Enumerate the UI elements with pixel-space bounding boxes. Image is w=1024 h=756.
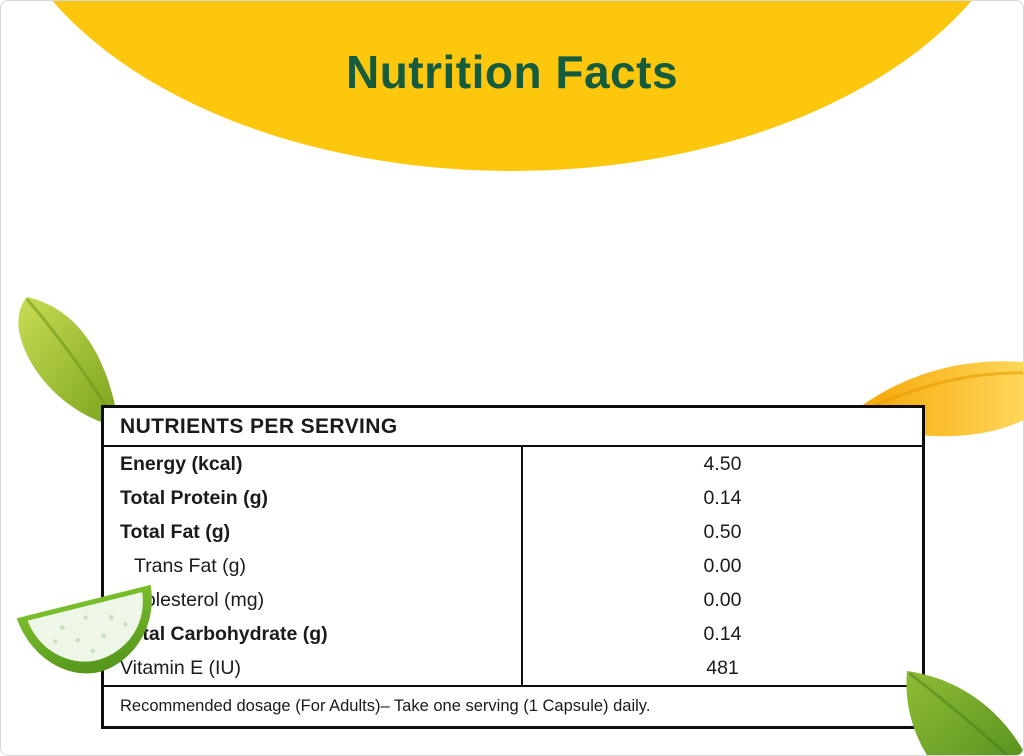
nutrient-row: Energy (kcal) 4.50 <box>104 447 922 481</box>
nutrient-value: 0.00 <box>521 549 922 583</box>
nutrient-row: Trans Fat (g) 0.00 <box>104 549 922 583</box>
nutrient-label: Total Protein (g) <box>120 487 269 509</box>
nutrition-table: NUTRIENTS PER SERVING Energy (kcal) 4.50 T… <box>101 405 925 729</box>
nutrient-row: Total Fat (g) 0.50 <box>104 515 922 549</box>
page-title: Nutrition Facts <box>345 46 679 98</box>
nutrient-value: 0.14 <box>521 481 922 515</box>
nutrient-value: 0.50 <box>521 515 922 549</box>
nutrient-label: Total Fat (g) <box>120 521 231 543</box>
nutrient-label: Vitamin E (IU) <box>120 657 241 679</box>
nutrient-value: 4.50 <box>521 447 922 481</box>
nutrient-value: 481 <box>521 651 922 685</box>
nutrient-row: Cholesterol (mg) 0.00 <box>104 583 922 617</box>
nutrient-row: Total Carbohydrate (g) 0.14 <box>104 617 922 651</box>
nutrient-label: Trans Fat (g) <box>134 555 246 577</box>
dosage-note: Recommended dosage (For Adults)– Take on… <box>104 685 922 726</box>
nutrient-row: Vitamin E (IU) 481 <box>104 651 922 685</box>
nutrient-value: 0.14 <box>521 617 922 651</box>
nutrient-label: Total Carbohydrate (g) <box>120 623 328 645</box>
table-header: NUTRIENTS PER SERVING <box>104 408 922 447</box>
nutrient-label: Cholesterol (mg) <box>120 589 265 611</box>
nutrient-value: 0.00 <box>521 583 922 617</box>
nutrient-label: Energy (kcal) <box>120 453 243 475</box>
table-body: Energy (kcal) 4.50 Total Protein (g) 0.14 To… <box>104 447 922 685</box>
nutrient-row: Total Protein (g) 0.14 <box>104 481 922 515</box>
